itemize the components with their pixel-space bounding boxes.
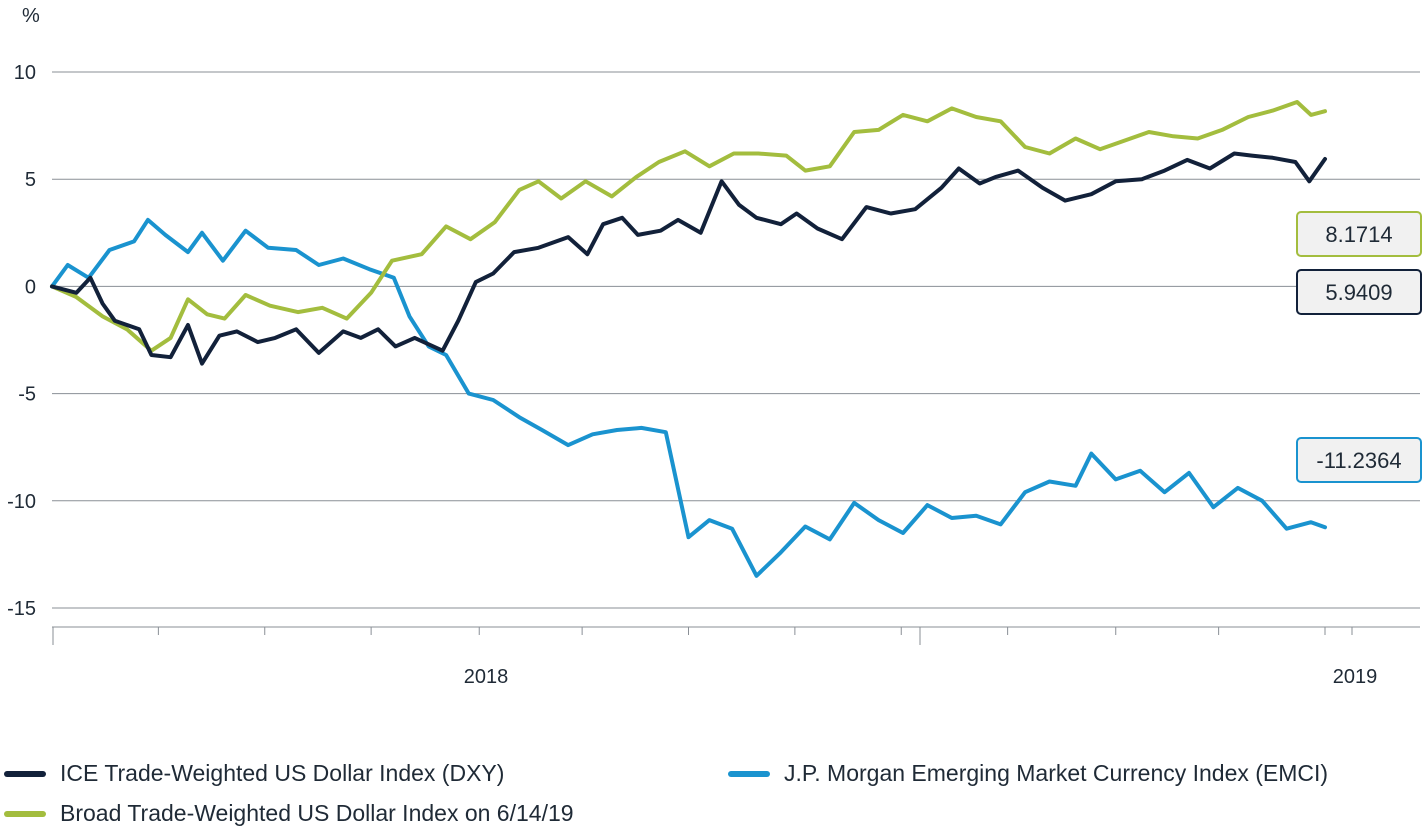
legend-swatch-broad xyxy=(4,810,46,817)
y-axis-unit-label: % xyxy=(22,5,40,27)
y-tick-label: 5 xyxy=(25,169,36,191)
legend-item-broad: Broad Trade-Weighted US Dollar Index on … xyxy=(4,800,574,827)
y-tick-label: 0 xyxy=(25,276,36,298)
legend-swatch-dxy xyxy=(4,770,46,777)
end-label-emci-box xyxy=(1296,437,1422,483)
x-tick-label: 2018 xyxy=(464,666,509,688)
y-tick-label: -10 xyxy=(7,491,36,513)
series-line-broad xyxy=(50,100,1327,353)
end-label-broad-text: 8.1714 xyxy=(1325,222,1392,247)
legend-item-emci: J.P. Morgan Emerging Market Currency Ind… xyxy=(728,760,1328,787)
end-label-broad-box xyxy=(1296,211,1422,257)
y-tick-label: -5 xyxy=(18,384,36,406)
y-tick-label: -15 xyxy=(7,598,36,620)
x-tick-label: 2019 xyxy=(1333,666,1378,688)
legend-label-emci: J.P. Morgan Emerging Market Currency Ind… xyxy=(784,760,1329,786)
series-line-emci xyxy=(50,217,1327,578)
end-label-emci-text: -11.2364 xyxy=(1316,448,1401,473)
legend-label-broad: Broad Trade-Weighted US Dollar Index on … xyxy=(60,800,574,826)
legend-swatch-emci xyxy=(728,770,770,777)
y-tick-label: 10 xyxy=(14,62,36,84)
legend-label-dxy: ICE Trade-Weighted US Dollar Index (DXY) xyxy=(60,760,505,786)
end-label-dxy-box xyxy=(1296,269,1422,315)
end-label-dxy-text: 5.9409 xyxy=(1325,280,1392,305)
legend-item-dxy: ICE Trade-Weighted US Dollar Index (DXY) xyxy=(4,760,504,787)
line-chart: % 10 5 0 -5 -10 -15 2018 2019 8.1714 5.9409 -11.236… xyxy=(7,5,1422,688)
series-line-dxy xyxy=(50,151,1327,366)
